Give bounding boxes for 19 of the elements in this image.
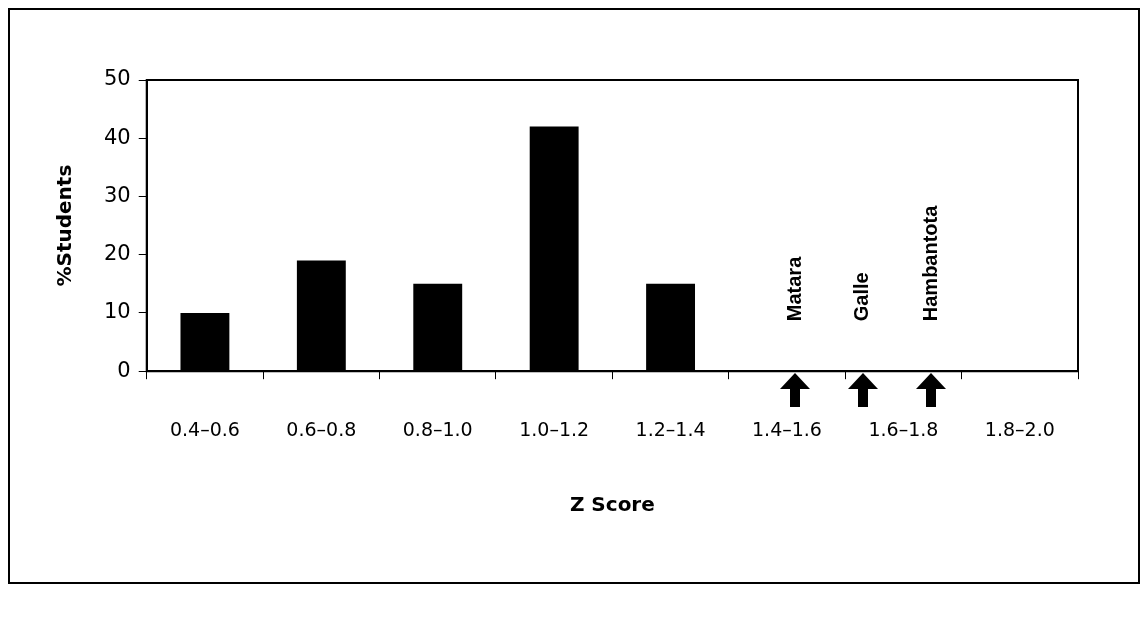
annotation: Hambantota (918, 204, 941, 322)
x-tick-label: 1.4–1.6 (752, 417, 822, 440)
y-tick-label: 0 (117, 357, 131, 382)
annotation: Galle (850, 272, 873, 322)
annotation: Matara (782, 255, 805, 322)
x-tick-label: 1.6–1.8 (868, 417, 939, 440)
y-axis-title: %Students (52, 164, 77, 287)
x-tick-label: 1.0–1.2 (519, 417, 590, 440)
y-tick-label: 30 (103, 182, 131, 207)
x-tick-label: 0.4–0.6 (169, 417, 240, 440)
x-tick-label: 1.8–2.0 (984, 417, 1055, 440)
x-tick-label: 0.6–0.8 (286, 417, 357, 440)
y-tick-label: 10 (103, 299, 131, 324)
y-tick-label: 20 (103, 241, 131, 266)
x-axis-title: Z Score (569, 492, 655, 517)
y-tick-label: 50 (103, 66, 131, 91)
x-tick-label: 0.8–1.0 (402, 417, 473, 440)
x-tick-label: 1.2–1.4 (635, 417, 706, 440)
y-tick-label: 40 (103, 124, 131, 149)
